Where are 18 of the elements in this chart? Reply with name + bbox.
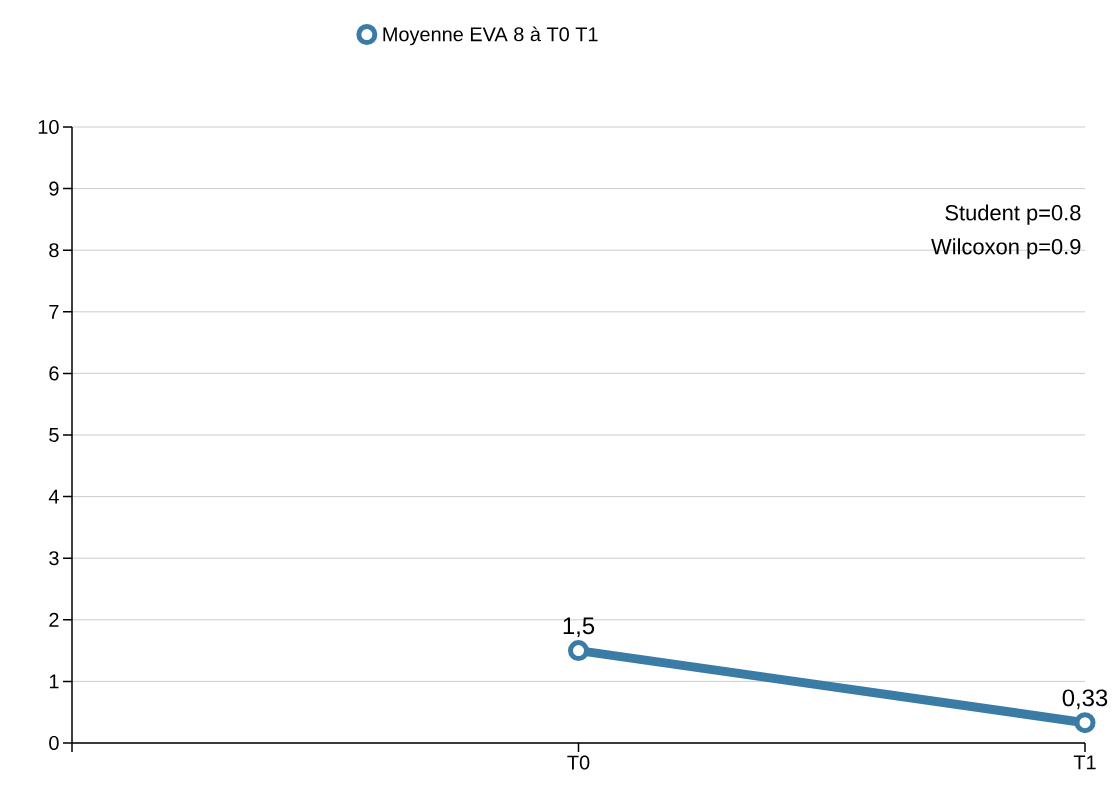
y-tick-label: 2 xyxy=(49,612,59,627)
y-tick-label: 1 xyxy=(49,674,59,689)
annotation: Wilcoxon p=0.9 xyxy=(931,238,1081,259)
y-tick-label: 10 xyxy=(38,119,59,135)
y-tick-label: 0 xyxy=(49,735,59,751)
x-tick-label: T0 xyxy=(567,755,590,770)
y-tick-label: 9 xyxy=(49,181,59,196)
y-tick-label: 3 xyxy=(49,551,59,566)
y-tick-label: 7 xyxy=(49,304,59,319)
data-label: 0,33 xyxy=(1062,689,1108,710)
y-tick-label: 4 xyxy=(48,489,59,504)
y-tick-label: 8 xyxy=(49,243,59,258)
y-tick-label: 6 xyxy=(49,366,59,381)
x-tick-label: T1 xyxy=(1073,755,1096,770)
legend-label: Moyenne EVA 8 à T0 T1 xyxy=(383,26,598,46)
annotation: Student p=0.8 xyxy=(945,204,1081,225)
data-label: 1,5 xyxy=(563,617,595,638)
y-tick-label: 5 xyxy=(49,428,59,442)
